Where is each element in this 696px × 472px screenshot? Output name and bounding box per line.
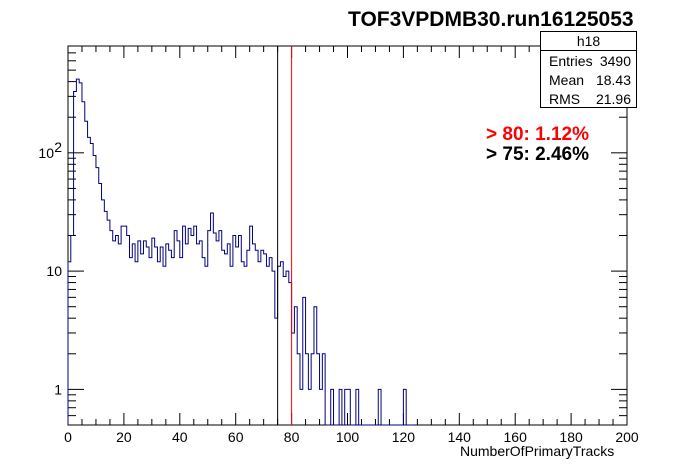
chart-title: TOF3VPDMB30.run16125053 [348,8,634,31]
y-tick-label: 10 [46,263,62,279]
histogram-series [67,78,415,426]
stats-rms-value: 21.96 [595,91,631,107]
stats-row-mean: Mean 18.43 [541,70,636,89]
cut-75-annotation: > 75: 2.46% [486,144,589,165]
x-tick-label: 140 [448,429,472,445]
x-tick-label: 180 [559,429,583,445]
stats-histogram-name: h18 [541,32,636,51]
x-axis-label: NumberOfPrimaryTracks [460,443,615,459]
stats-entries-value: 3490 [599,53,631,69]
stats-entries-label: Entries [549,53,593,69]
x-tick-label: 120 [392,429,416,445]
x-tick-label: 40 [172,429,188,445]
x-tick-label: 60 [228,429,244,445]
stats-row-entries: Entries 3490 [541,51,636,70]
stats-rms-label: RMS [549,91,581,107]
y-tick-label: 1 [54,381,62,397]
stats-mean-value: 18.43 [595,72,631,88]
x-tick-label: 20 [116,429,132,445]
cut-80-annotation: > 80: 1.12% [486,124,589,145]
x-tick-label: 0 [64,429,72,445]
x-tick-label: 80 [284,429,300,445]
stats-row-rms: RMS 21.96 [541,89,636,108]
x-tick-label: 200 [615,429,639,445]
stats-box: h18 Entries 3490 Mean 18.43 RMS 21.96 [540,31,637,108]
stats-mean-label: Mean [549,72,585,88]
y-tick-label: 10 [38,145,54,161]
y-tick-label-exponent: 2 [54,139,62,155]
x-tick-label: 100 [336,429,360,445]
x-tick-label: 160 [504,429,528,445]
